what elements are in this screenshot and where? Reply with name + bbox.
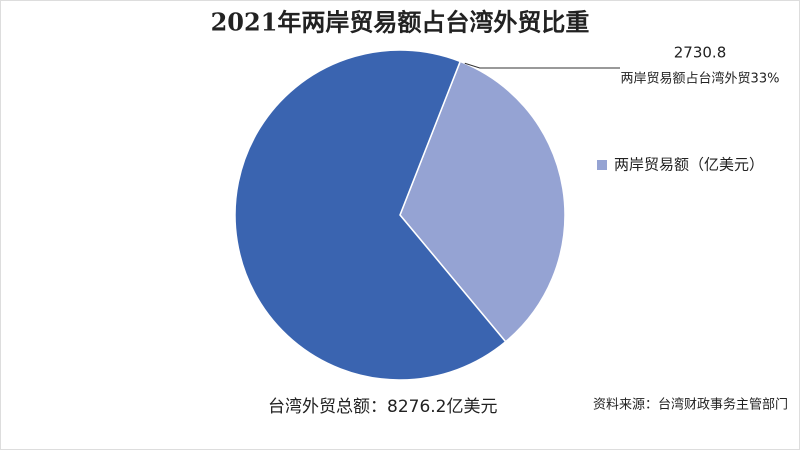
pie-slice [234, 49, 507, 381]
chart-title: 2021年两岸贸易额占台湾外贸比重 [211, 8, 590, 37]
pie-slice [399, 60, 566, 343]
data-label: 2730.8 [674, 44, 727, 62]
footnote: 台湾外贸总额：8276.2亿美元 [268, 397, 497, 417]
legend-label: 两岸贸易额（亿美元） [614, 156, 764, 174]
source: 资料来源：台湾财政事务主管部门 [593, 397, 788, 413]
leader-line [464, 62, 620, 69]
legend-swatch [597, 160, 607, 170]
annotation: 两岸贸易额占台湾外贸33% [621, 71, 780, 87]
